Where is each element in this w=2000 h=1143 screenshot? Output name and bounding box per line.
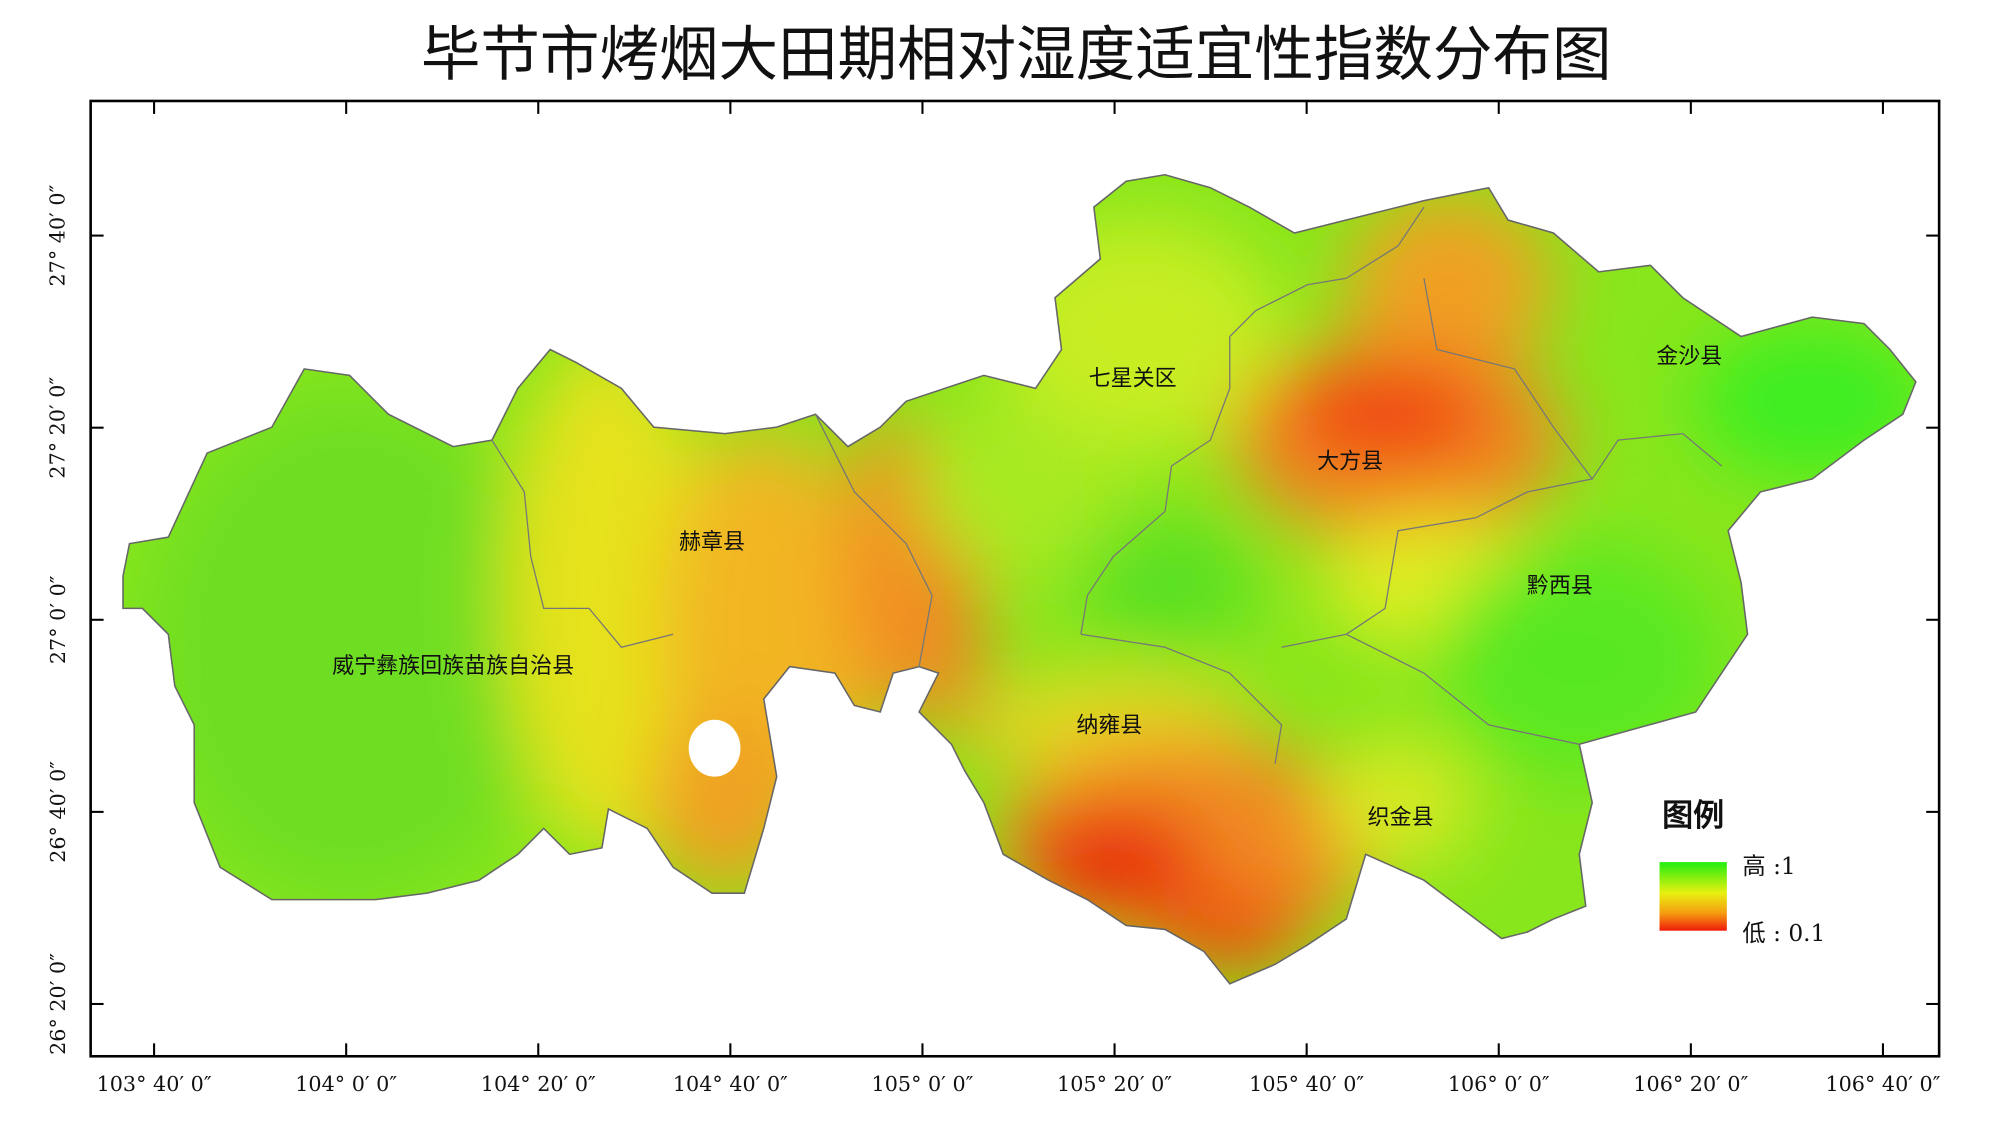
county-label: 赫章县 xyxy=(679,530,745,555)
legend-low: 低 : 0.1 xyxy=(1742,920,1825,947)
county-label: 大方县 xyxy=(1317,450,1383,475)
longitude-label: 106° 40′ 0″ xyxy=(1825,1072,1940,1096)
longitude-label: 104° 40′ 0″ xyxy=(673,1072,788,1096)
legend-ramp xyxy=(1659,862,1727,931)
county-label: 纳雍县 xyxy=(1076,714,1142,739)
latitude-label: 27° 40′ 0″ xyxy=(46,184,70,286)
map-frame xyxy=(89,99,1941,1058)
county-label: 威宁彝族回族苗族自治县 xyxy=(332,654,574,679)
latitude-label: 27° 0′ 0″ xyxy=(46,575,70,664)
latitude-label: 26° 40′ 0″ xyxy=(46,761,70,863)
county-label: 黔西县 xyxy=(1527,574,1593,599)
latitude-label: 27° 20′ 0″ xyxy=(46,377,70,479)
longitude-label: 103° 40′ 0″ xyxy=(97,1072,212,1096)
county-label: 金沙县 xyxy=(1656,345,1722,370)
legend-title: 图例 xyxy=(1662,798,1724,834)
legend-high: 高 :1 xyxy=(1742,853,1795,880)
county-borders xyxy=(491,206,1723,764)
longitude-label: 105° 0′ 0″ xyxy=(872,1072,974,1096)
longitude-label: 104° 0′ 0″ xyxy=(295,1072,397,1096)
longitude-label: 105° 20′ 0″ xyxy=(1057,1072,1172,1096)
latitude-label: 26° 20′ 0″ xyxy=(46,953,70,1055)
longitude-label: 104° 20′ 0″ xyxy=(481,1072,596,1096)
longitude-label: 106° 0′ 0″ xyxy=(1448,1072,1550,1096)
map-title: 毕节市烤烟大田期相对湿度适宜性指数分布图 xyxy=(421,21,1612,90)
county-label: 织金县 xyxy=(1368,806,1434,831)
longitude-label: 105° 40′ 0″ xyxy=(1249,1072,1364,1096)
longitude-label: 106° 20′ 0″ xyxy=(1633,1072,1748,1096)
county-label: 七星关区 xyxy=(1089,367,1177,392)
